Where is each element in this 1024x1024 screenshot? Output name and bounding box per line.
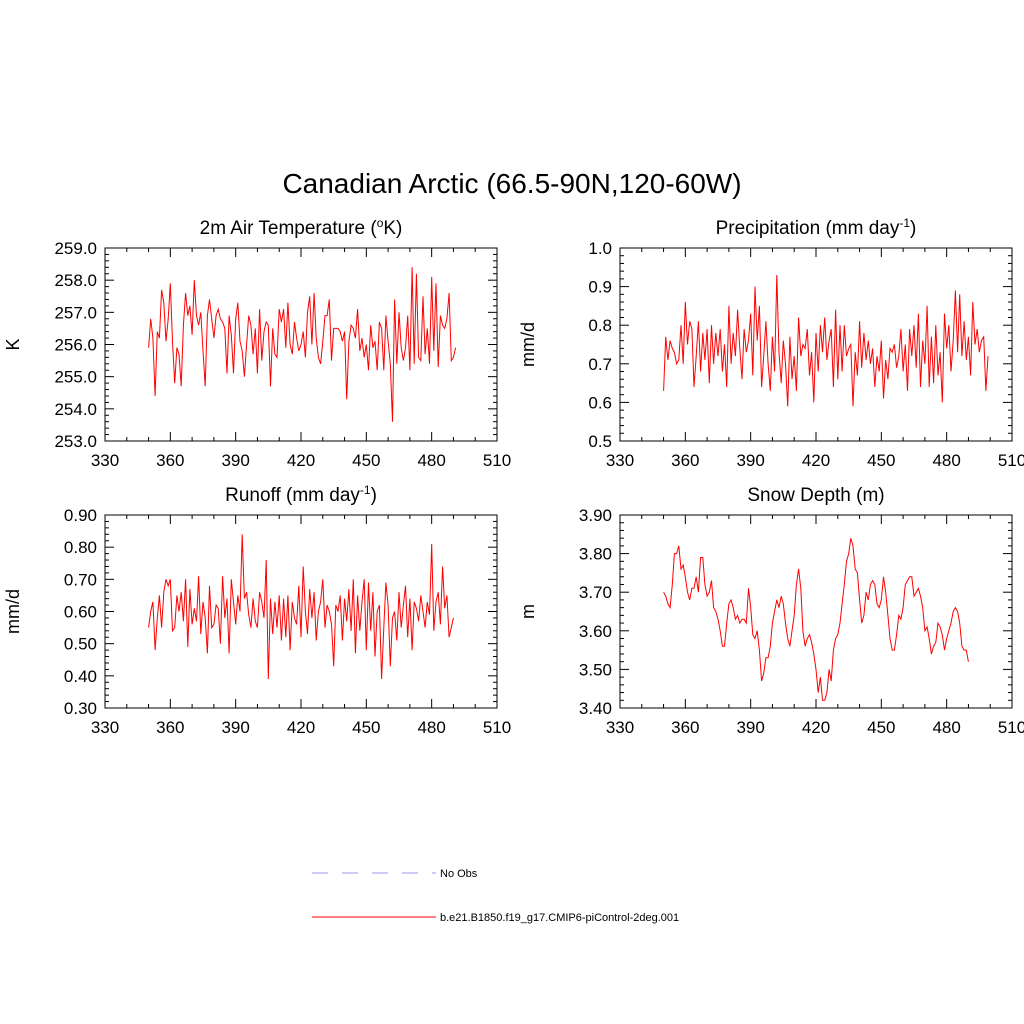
panel-title: Snow Depth (m) bbox=[747, 485, 884, 506]
panel-title-text: 2m Air Temperature ( bbox=[200, 218, 378, 239]
x-tick-label: 360 bbox=[156, 451, 184, 470]
panel-title-sup: -1 bbox=[899, 216, 910, 230]
panel-3: Runoff (mm day-1) mm/d 330 360 390 420 450 480 5… bbox=[3, 483, 511, 737]
y-tick-label: 0.9 bbox=[588, 278, 612, 297]
x-tick-label: 420 bbox=[287, 718, 315, 737]
x-tick-label: 480 bbox=[932, 451, 960, 470]
panel-title-end: ) bbox=[371, 485, 377, 506]
x-tick-label: 510 bbox=[483, 718, 511, 737]
y-tick-label: 0.70 bbox=[64, 570, 97, 589]
x-tick-label: 450 bbox=[352, 451, 380, 470]
panel-title: 2m Air Temperature (oK) bbox=[200, 216, 403, 239]
y-tick-label: 0.8 bbox=[588, 316, 612, 335]
y-tick-label: 3.90 bbox=[579, 506, 612, 525]
panel-title-sup: -1 bbox=[360, 483, 371, 497]
x-tick-label: 450 bbox=[867, 718, 895, 737]
panels: 2m Air Temperature (oK) K 330 360 390 420 450 4… bbox=[3, 216, 1024, 737]
panel-title-text: Runoff (mm day bbox=[225, 485, 360, 506]
x-tick-label: 510 bbox=[483, 451, 511, 470]
y-tick-label: 3.70 bbox=[579, 583, 612, 602]
x-tick-label: 390 bbox=[736, 718, 764, 737]
y-tick-label: 259.0 bbox=[54, 239, 97, 258]
x-tick-label: 510 bbox=[998, 451, 1024, 470]
y-axis-label: m bbox=[518, 604, 538, 619]
x-tick-label: 330 bbox=[91, 451, 119, 470]
x-tick-label: 420 bbox=[287, 451, 315, 470]
y-tick-label: 1.0 bbox=[588, 239, 612, 258]
panel-title-text: Precipitation (mm day bbox=[716, 218, 900, 239]
y-axis-label: K bbox=[3, 338, 23, 350]
x-tick-label: 360 bbox=[671, 451, 699, 470]
y-tick-label: 254.0 bbox=[54, 400, 97, 419]
x-tick-label: 390 bbox=[736, 451, 764, 470]
y-tick-label: 0.6 bbox=[588, 393, 612, 412]
y-tick-label: 3.80 bbox=[579, 545, 612, 564]
x-tick-label: 360 bbox=[156, 718, 184, 737]
y-tick-label: 0.7 bbox=[588, 355, 612, 374]
y-tick-label: 0.80 bbox=[64, 538, 97, 557]
y-tick-label: 257.0 bbox=[54, 303, 97, 322]
x-tick-label: 390 bbox=[221, 718, 249, 737]
figure-title: Canadian Arctic (66.5-90N,120-60W) bbox=[282, 168, 741, 199]
series-line bbox=[148, 534, 454, 680]
series-line bbox=[148, 267, 457, 422]
panel-title-end: ) bbox=[910, 218, 916, 239]
x-tick-label: 330 bbox=[91, 718, 119, 737]
y-tick-label: 3.40 bbox=[579, 699, 612, 718]
y-tick-label: 258.0 bbox=[54, 271, 97, 290]
y-tick-label: 0.30 bbox=[64, 699, 97, 718]
panel-4: Snow Depth (m) m 330 360 390 420 450 480 510 3.40… bbox=[518, 485, 1024, 737]
y-tick-label: 3.60 bbox=[579, 622, 612, 641]
y-tick-label: 0.50 bbox=[64, 635, 97, 654]
y-tick-label: 0.90 bbox=[64, 506, 97, 525]
y-tick-label: 256.0 bbox=[54, 336, 97, 355]
panel-title-text: Snow Depth (m) bbox=[747, 485, 884, 506]
x-tick-label: 480 bbox=[417, 451, 445, 470]
y-axis-label: mm/d bbox=[3, 589, 23, 634]
y-axis-label: mm/d bbox=[518, 322, 538, 367]
panel-title-sup: o bbox=[377, 216, 384, 230]
legend: No Obs b.e21.B1850.f19_g17.CMIP6-piContro… bbox=[312, 868, 679, 924]
y-tick-label: 255.0 bbox=[54, 368, 97, 387]
x-tick-label: 450 bbox=[352, 718, 380, 737]
x-tick-label: 390 bbox=[221, 451, 249, 470]
x-tick-label: 510 bbox=[998, 718, 1024, 737]
series-line bbox=[663, 274, 989, 407]
y-tick-label: 3.50 bbox=[579, 660, 612, 679]
y-tick-label: 0.60 bbox=[64, 603, 97, 622]
panel-title-unit: K) bbox=[383, 218, 402, 239]
legend-label: No Obs bbox=[440, 868, 478, 880]
y-tick-label: 253.0 bbox=[54, 432, 97, 451]
x-tick-label: 360 bbox=[671, 718, 699, 737]
legend-item: b.e21.B1850.f19_g17.CMIP6-piControl-2deg… bbox=[312, 912, 679, 924]
panel-title: Runoff (mm day-1) bbox=[225, 483, 377, 506]
legend-item: No Obs bbox=[312, 868, 478, 880]
x-tick-label: 480 bbox=[932, 718, 960, 737]
panel-1: 2m Air Temperature (oK) K 330 360 390 420 450 4… bbox=[3, 216, 511, 470]
panel-2: Precipitation (mm day-1) mm/d 330 360 390 420… bbox=[518, 216, 1024, 470]
panel-title: Precipitation (mm day-1) bbox=[716, 216, 917, 239]
y-tick-label: 0.5 bbox=[588, 432, 612, 451]
x-tick-label: 450 bbox=[867, 451, 895, 470]
plot-frame bbox=[104, 514, 498, 709]
x-tick-label: 330 bbox=[606, 451, 634, 470]
x-tick-label: 480 bbox=[417, 718, 445, 737]
series-line bbox=[663, 538, 969, 701]
x-tick-label: 330 bbox=[606, 718, 634, 737]
legend-label: b.e21.B1850.f19_g17.CMIP6-piControl-2deg… bbox=[440, 912, 679, 924]
x-tick-label: 420 bbox=[802, 718, 830, 737]
x-tick-label: 420 bbox=[802, 451, 830, 470]
y-tick-label: 0.40 bbox=[64, 667, 97, 686]
